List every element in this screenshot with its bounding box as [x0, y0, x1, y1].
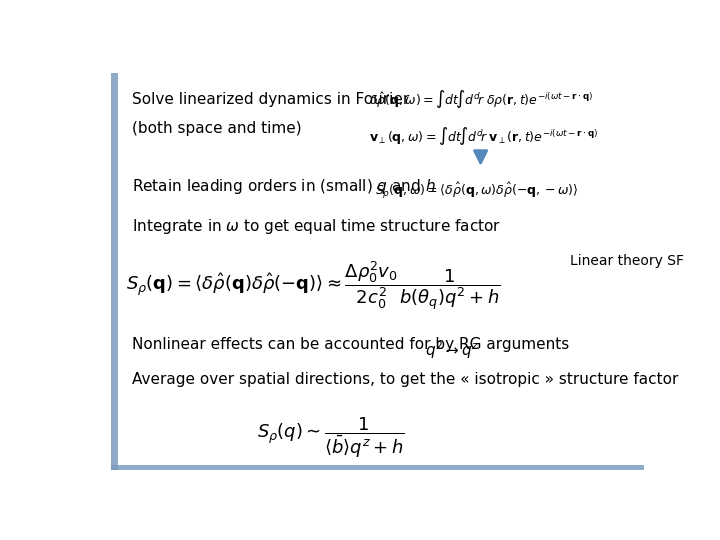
- Bar: [111, 465, 644, 470]
- Text: Retain leading orders in (small) $q$ and $h$: Retain leading orders in (small) $q$ and…: [132, 177, 436, 196]
- Text: Solve linearized dynamics in Fourier: Solve linearized dynamics in Fourier: [132, 92, 409, 107]
- Text: Average over spatial directions, to get the « isotropic » structure factor: Average over spatial directions, to get …: [132, 373, 678, 388]
- Text: $S_\rho(\mathbf{q}) = \langle\delta\hat{\rho}(\mathbf{q})\delta\hat{\rho}(-\math: $S_\rho(\mathbf{q}) = \langle\delta\hat{…: [126, 260, 501, 313]
- Text: $S_\rho(q) \sim \dfrac{1}{\langle\bar{b}\rangle q^z + h}$: $S_\rho(q) \sim \dfrac{1}{\langle\bar{b}…: [258, 416, 405, 461]
- Text: $\delta\hat{\rho}(\mathbf{q},\omega) = \int dt\!\int d^d\!r\;\delta\rho(\mathbf{: $\delta\hat{\rho}(\mathbf{q},\omega) = \…: [369, 87, 593, 110]
- Text: Nonlinear effects can be accounted for by RG arguments: Nonlinear effects can be accounted for b…: [132, 337, 569, 352]
- Bar: [111, 73, 119, 470]
- Text: Integrate in $\omega$ to get equal time structure factor: Integrate in $\omega$ to get equal time …: [132, 217, 501, 235]
- Text: Linear theory SF: Linear theory SF: [570, 254, 684, 268]
- Text: $q^2 \rightarrow q^z$: $q^2 \rightarrow q^z$: [425, 339, 480, 361]
- Text: $\mathbf{v}_{\perp}(\mathbf{q},\omega) = \int dt\!\int d^d\!r\;\mathbf{v}_{\perp: $\mathbf{v}_{\perp}(\mathbf{q},\omega) =…: [369, 125, 598, 147]
- Text: (both space and time): (both space and time): [132, 121, 302, 136]
- Text: $S_\rho(\mathbf{q},\omega) = \langle\delta\hat{\rho}(\mathbf{q},\omega)\delta\ha: $S_\rho(\mathbf{q},\omega) = \langle\del…: [374, 181, 578, 201]
